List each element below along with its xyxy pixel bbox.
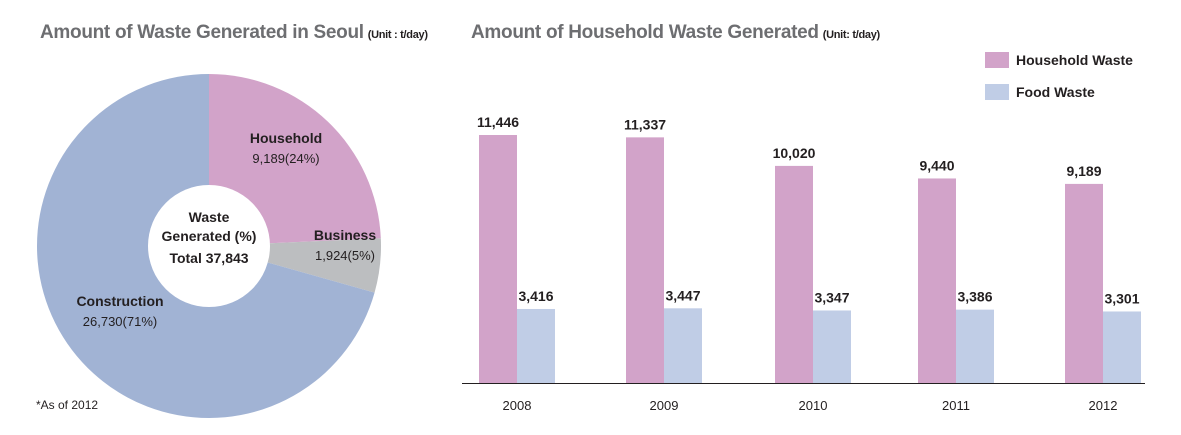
- bar-household-2011: [918, 178, 956, 383]
- legend-label-household: Household Waste: [1016, 52, 1133, 68]
- x-tick-label-2012: 2012: [1089, 398, 1118, 413]
- pie-label-business: Business: [314, 227, 376, 243]
- bar-household-2010: [775, 165, 813, 383]
- bar-food-2009: [664, 308, 702, 383]
- bar-food-2011: [956, 309, 994, 383]
- pie-title-text: Amount of Waste Generated in Seoul: [40, 22, 364, 43]
- bar-food-2008: [517, 308, 555, 383]
- footnote: *As of 2012: [36, 398, 99, 412]
- legend-item-food: Food Waste: [985, 84, 1095, 100]
- bar-chart-title: Amount of Household Waste Generated (Unit…: [471, 22, 880, 44]
- legend-swatch-food: [985, 84, 1009, 100]
- bar-household-2009: [626, 137, 664, 383]
- legend-swatch-household: [985, 52, 1009, 68]
- pie-label-household: Household: [250, 130, 322, 146]
- bar-household-2008: [479, 135, 517, 383]
- bar-label-food-2010: 3,347: [814, 289, 849, 305]
- pie-value-business: 1,924(5%): [315, 248, 375, 263]
- bar-label-household-2012: 9,189: [1066, 163, 1101, 179]
- bar-label-household-2011: 9,440: [919, 157, 954, 173]
- bar-label-household-2009: 11,337: [624, 116, 666, 132]
- bar-label-food-2012: 3,301: [1104, 290, 1139, 306]
- x-tick-label-2008: 2008: [503, 398, 532, 413]
- bar-label-food-2011: 3,386: [957, 289, 992, 305]
- x-tick-label-2011: 2011: [942, 398, 970, 413]
- x-tick-label-2009: 2009: [650, 398, 679, 413]
- bar-label-food-2008: 3,416: [518, 288, 553, 304]
- pie-label-construction: Construction: [76, 293, 163, 309]
- pie-chart-title: Amount of Waste Generated in Seoul (Unit …: [40, 22, 428, 44]
- donut-hole: [148, 185, 270, 307]
- bar-label-food-2009: 3,447: [665, 287, 700, 303]
- donut-center-line-2: Generated (%): [162, 228, 257, 244]
- legend-label-food: Food Waste: [1016, 84, 1095, 100]
- x-tick-label-2010: 2010: [799, 398, 828, 413]
- bar-unit-label: (Unit: t/day): [822, 29, 881, 41]
- pie-unit-label: (Unit : t/day): [367, 29, 428, 41]
- donut-center-line-1: Waste: [189, 209, 230, 225]
- bar-food-2010: [813, 310, 851, 383]
- pie-value-household: 9,189(24%): [252, 151, 319, 166]
- bar-label-household-2010: 10,020: [773, 145, 816, 161]
- bar-food-2012: [1103, 311, 1141, 383]
- donut-center-total: Total 37,843: [169, 250, 248, 266]
- bar-label-household-2008: 11,446: [477, 114, 519, 130]
- pie-value-construction: 26,730(71%): [83, 314, 157, 329]
- bar-title-text: Amount of Household Waste Generated: [471, 22, 819, 43]
- bar-household-2012: [1065, 183, 1103, 383]
- legend-item-household: Household Waste: [985, 52, 1133, 68]
